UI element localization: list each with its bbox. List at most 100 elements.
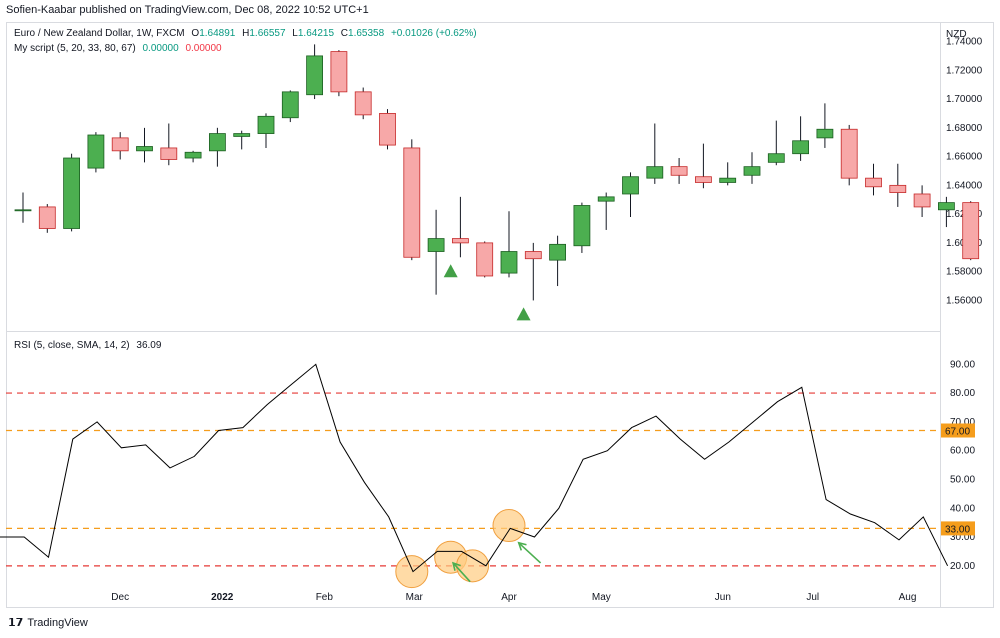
script-value-1: 0.00000 <box>142 43 179 54</box>
candle <box>14 192 32 223</box>
candle <box>938 196 955 228</box>
level-label-text: 33.00 <box>945 524 970 535</box>
price-axis-separator <box>940 22 941 608</box>
candle-body <box>962 202 980 260</box>
candle-body <box>354 91 372 116</box>
candle <box>549 235 566 287</box>
candle-body <box>913 193 931 208</box>
candle-body <box>379 113 396 146</box>
candle <box>427 209 445 295</box>
price-tick-label: 1.68000 <box>946 123 983 134</box>
buy-signal-triangle <box>443 264 458 278</box>
candle <box>767 120 785 166</box>
candle <box>111 132 129 160</box>
price-tick-label: 1.56000 <box>946 295 983 306</box>
candles <box>14 44 980 301</box>
candle-body <box>136 146 153 152</box>
candle <box>306 44 324 100</box>
candle-body <box>208 133 226 152</box>
candle-body <box>403 147 421 258</box>
candle <box>379 109 396 150</box>
candle <box>184 150 202 163</box>
candle <box>257 113 275 148</box>
candle <box>670 158 688 184</box>
candle-body <box>306 55 324 96</box>
candle-body <box>622 176 639 195</box>
rsi-legend[interactable]: RSI (5, close, SMA, 14, 2) 36.09 <box>14 340 165 351</box>
candle <box>743 152 761 184</box>
candle <box>840 124 858 186</box>
candle-body <box>257 115 275 134</box>
script-label: My script (5, 20, 33, 80, 67) <box>14 43 136 54</box>
candle <box>500 211 518 278</box>
price-tick-label: 1.58000 <box>946 267 983 278</box>
candle <box>38 204 56 233</box>
candle-body <box>549 243 566 261</box>
candle <box>476 241 494 278</box>
candle-body <box>889 184 907 193</box>
candle-body <box>160 147 178 160</box>
candle-body <box>330 51 348 93</box>
candle <box>573 202 591 253</box>
candle-body <box>670 166 688 176</box>
candle <box>208 127 226 167</box>
annotation-arrows <box>451 541 542 583</box>
candle-body <box>476 242 494 277</box>
script-legend[interactable]: My script (5, 20, 33, 80, 67) 0.00000 0.… <box>14 43 226 54</box>
symbol-legend: Euro / New Zealand Dollar, 1W, FXCM O1.6… <box>14 28 481 39</box>
candle-body <box>597 196 615 202</box>
rsi-tick-label: 90.00 <box>950 359 975 370</box>
rsi-value: 36.09 <box>136 340 162 351</box>
candle-body <box>427 238 445 252</box>
ohlc-open: O1.64891 <box>191 28 236 39</box>
time-tick-label: Feb <box>316 592 334 603</box>
candle-body <box>840 128 858 179</box>
time-axis[interactable]: Dec 2022 Feb Mar Apr May Jun Jul Aug <box>111 592 916 603</box>
candle <box>87 132 105 173</box>
rsi-tick-label: 20.00 <box>950 561 975 572</box>
candle <box>354 87 372 120</box>
candle <box>816 103 834 148</box>
price-tick-label: 1.72000 <box>946 65 983 76</box>
candle-body <box>233 133 251 137</box>
symbol-title: Euro / New Zealand Dollar, 1W, FXCM <box>14 28 185 39</box>
candle <box>597 192 615 230</box>
time-tick-label: Jun <box>715 592 731 603</box>
candle-body <box>816 128 834 139</box>
candle <box>889 163 907 207</box>
rsi-tick-label: 80.00 <box>950 388 975 399</box>
time-tick-label: Dec <box>111 592 129 603</box>
candle-body <box>646 166 664 179</box>
arrow-head <box>517 541 527 551</box>
rsi-axis[interactable]: 90.00 80.00 70.00 60.00 50.00 40.00 30.00 20.00 <box>950 359 975 572</box>
pane-separator[interactable] <box>6 331 941 332</box>
candle-body <box>87 134 105 169</box>
candle <box>865 163 882 196</box>
change-value: +0.01026 (+0.62%) <box>390 28 477 39</box>
candle <box>695 143 712 189</box>
chart-frame <box>6 22 994 608</box>
arrow-shaft <box>518 542 542 564</box>
ohlc-high: H1.66557 <box>242 28 286 39</box>
rsi-levels <box>6 392 940 567</box>
time-tick-label: May <box>592 592 611 603</box>
candle-body <box>524 251 542 260</box>
highlight-circle <box>395 555 429 589</box>
candle <box>403 139 421 261</box>
price-axis[interactable]: 1.74000 1.72000 1.70000 1.68000 1.66000 1.640… <box>946 37 983 307</box>
publisher-caption: Sofien-Kaabar published on TradingView.c… <box>6 4 369 16</box>
level-label-box <box>941 423 975 438</box>
rsi-tick-label: 40.00 <box>950 503 975 514</box>
candle <box>792 116 809 161</box>
candle <box>913 185 931 217</box>
candle <box>524 242 542 301</box>
highlight-circles <box>395 509 526 589</box>
candle-body <box>451 238 469 244</box>
candle-body <box>792 140 809 155</box>
time-tick-label: Mar <box>406 592 424 603</box>
arrow-shaft <box>452 562 471 583</box>
time-tick-label: Aug <box>899 592 917 603</box>
candle-body <box>573 205 591 247</box>
candle-body <box>184 151 202 159</box>
